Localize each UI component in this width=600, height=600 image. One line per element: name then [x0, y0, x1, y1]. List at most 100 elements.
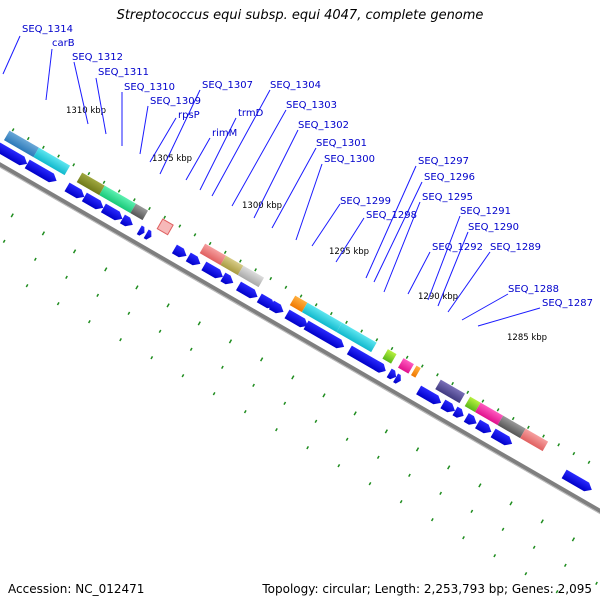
- leader-line: [185, 137, 211, 181]
- tick-mark: [135, 285, 139, 290]
- cog-block-seq1314: [3, 130, 39, 158]
- tick-mark: [384, 429, 388, 434]
- gene-label: rpsP: [178, 110, 200, 121]
- cog-block-seq1302: [336, 322, 377, 353]
- gene-arrow: [119, 214, 133, 227]
- kbp-label: 1305 kbp: [152, 154, 192, 164]
- tick-mark: [408, 473, 411, 477]
- tick-mark: [345, 320, 348, 324]
- leader-line: [139, 105, 149, 155]
- gene-label: trmD: [238, 108, 264, 119]
- tick-mark: [451, 381, 455, 386]
- tick-mark: [563, 563, 567, 567]
- gene-arrow: [346, 345, 386, 373]
- leader-line: [407, 251, 431, 295]
- tick-mark: [178, 224, 182, 228]
- leader-line: [447, 251, 491, 313]
- gene-arrow: [284, 309, 308, 328]
- tick-mark: [10, 213, 14, 218]
- tick-mark: [501, 527, 505, 531]
- cog-block-seq1307: [199, 243, 226, 266]
- tick-mark: [148, 206, 151, 211]
- gene-arrow: [171, 244, 187, 258]
- cog-block-seq1310: [130, 203, 149, 221]
- tick-mark: [314, 419, 318, 423]
- kbp-label: 1310 kbp: [66, 106, 106, 116]
- tick-mark: [72, 163, 76, 167]
- tick-mark: [158, 329, 162, 333]
- tick-mark: [150, 355, 154, 360]
- cog-block-seq1299: [382, 349, 397, 364]
- tick-mark: [399, 499, 403, 504]
- gene-labels: SEQ_1314 carB SEQ_1312 SEQ_1311 SEQ_1310…: [22, 24, 593, 309]
- tick-mark: [11, 128, 15, 132]
- tick-mark: [269, 276, 273, 281]
- tick-mark: [526, 425, 530, 429]
- gene-label: SEQ_1303: [286, 100, 337, 111]
- inner-tick-ring: [2, 213, 598, 594]
- leader-line: [199, 117, 237, 191]
- tick-mark: [415, 447, 420, 452]
- tick-mark: [72, 249, 77, 254]
- outer-tick-ring: [11, 128, 591, 464]
- leader-line: [311, 203, 341, 247]
- leader-line: [211, 89, 271, 197]
- tick-mark: [117, 189, 121, 193]
- gene-label: SEQ_1292: [432, 242, 483, 253]
- gene-arrow: [452, 406, 464, 418]
- tick-mark: [524, 571, 528, 576]
- cog-block-seq1304: [289, 295, 308, 313]
- cog-block-seq1297: [410, 365, 421, 378]
- gene-arrow: [490, 428, 513, 446]
- gene-label: SEQ_1290: [468, 222, 519, 233]
- tick-mark: [197, 321, 201, 326]
- gene-label: SEQ_1304: [270, 80, 321, 91]
- gene-arrow: [268, 300, 284, 314]
- tick-mark: [33, 257, 37, 261]
- tick-mark: [436, 373, 439, 377]
- tick-mark: [345, 437, 349, 441]
- tick-mark: [254, 268, 257, 272]
- tick-mark: [56, 301, 60, 306]
- tick-mark: [228, 339, 233, 344]
- tick-mark: [65, 275, 68, 279]
- tick-mark: [353, 411, 357, 416]
- cog-block-seq1311: [99, 185, 136, 214]
- tick-mark: [221, 365, 224, 369]
- tick-mark: [405, 355, 409, 359]
- tick-mark: [555, 589, 559, 594]
- tick-mark: [239, 259, 242, 263]
- leader-line: [149, 117, 177, 163]
- leader-line: [2, 35, 21, 75]
- gene-label: SEQ_1302: [298, 120, 349, 131]
- gene-arrow: [386, 368, 397, 380]
- tick-mark: [119, 337, 122, 342]
- gene-arrow: [393, 373, 401, 384]
- tick-mark: [42, 145, 45, 149]
- gene-arrow: [64, 182, 85, 199]
- cog-block-seq1303: [301, 302, 343, 333]
- accession-text: Accession: NC_012471: [8, 582, 145, 596]
- gene-arrow: [463, 413, 477, 425]
- tick-mark: [102, 180, 106, 184]
- leader-line: [45, 48, 53, 101]
- gene-label: SEQ_1289: [490, 242, 541, 253]
- gene-arrow: [100, 203, 123, 221]
- map-title: Streptococcus equi subsp. equi 4047, com…: [116, 8, 484, 23]
- gene-label: SEQ_1295: [422, 192, 473, 203]
- cog-block-seq1295: [464, 396, 481, 413]
- tick-mark: [26, 136, 30, 141]
- tick-mark: [208, 241, 212, 246]
- gene-label: SEQ_1310: [124, 82, 175, 93]
- leader-line: [461, 293, 509, 321]
- tick-mark: [447, 465, 451, 470]
- leader-line: [73, 61, 89, 125]
- gene-label: SEQ_1291: [460, 206, 511, 217]
- tick-mark: [496, 408, 500, 412]
- gene-arrow: [81, 192, 104, 210]
- leader-line: [427, 215, 461, 301]
- tick-mark: [322, 393, 326, 398]
- tick-mark: [439, 491, 443, 495]
- tick-mark: [420, 364, 424, 368]
